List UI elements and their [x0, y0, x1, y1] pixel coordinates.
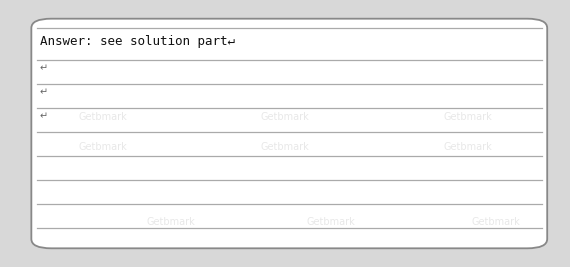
Text: ↵: ↵: [40, 88, 48, 97]
Text: Getbmark: Getbmark: [260, 112, 310, 123]
Text: Getbmark: Getbmark: [443, 142, 492, 152]
Text: Getbmark: Getbmark: [306, 217, 355, 227]
Text: Getbmark: Getbmark: [260, 142, 310, 152]
Text: ↵: ↵: [40, 112, 48, 121]
Text: Getbmark: Getbmark: [471, 217, 520, 227]
Text: Answer: see solution part↵: Answer: see solution part↵: [40, 35, 235, 48]
Text: ↵: ↵: [40, 64, 48, 73]
Text: Getbmark: Getbmark: [78, 142, 127, 152]
Text: Getbmark: Getbmark: [78, 112, 127, 123]
Text: Getbmark: Getbmark: [443, 112, 492, 123]
Text: Getbmark: Getbmark: [146, 217, 196, 227]
FancyBboxPatch shape: [31, 19, 547, 248]
